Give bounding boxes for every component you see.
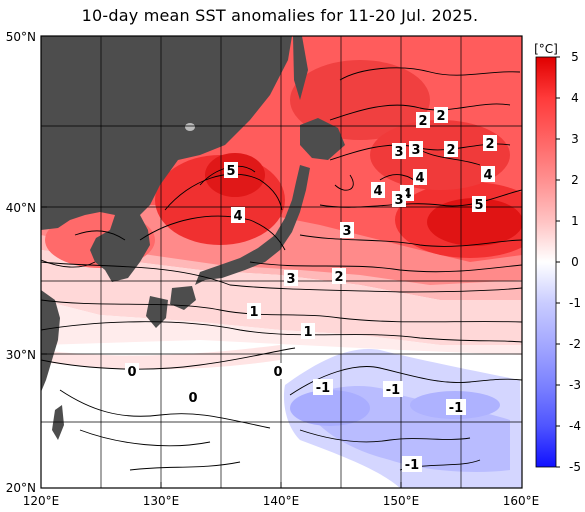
svg-text:0: 0 [273, 365, 282, 380]
contour-label: 2 [332, 268, 346, 285]
contour-label: 3 [409, 141, 423, 158]
contour-label: 5 [472, 196, 486, 213]
svg-text:3: 3 [394, 193, 403, 208]
svg-text:4: 4 [373, 184, 382, 199]
svg-text:1: 1 [249, 305, 258, 320]
colorbar-label: -4 [569, 419, 581, 433]
svg-text:-1: -1 [449, 401, 463, 416]
svg-text:-1: -1 [405, 458, 419, 473]
svg-text:4: 4 [233, 209, 242, 224]
svg-text:3: 3 [342, 224, 351, 239]
contour-label: 4 [413, 169, 427, 186]
contour-label: 3 [284, 270, 298, 287]
lon-label-130: 130°E [143, 494, 180, 508]
lat-label-20: 20°N [6, 481, 36, 495]
contour-label: 5 [224, 162, 238, 179]
colorbar-label: 5 [571, 50, 579, 64]
colorbar-label: 2 [571, 173, 579, 187]
svg-text:0: 0 [188, 391, 197, 406]
lon-label-120: 120°E [23, 494, 60, 508]
lat-label-40: 40°N [6, 201, 36, 215]
contour-label: -1 [383, 381, 403, 398]
lon-label-160: 160°E [503, 494, 540, 508]
colorbar-label: 0 [571, 255, 579, 269]
contour-label: 4 [371, 182, 385, 199]
svg-text:4: 4 [483, 168, 492, 183]
colorbar-gradient [535, 56, 557, 468]
contour-label: 2 [434, 107, 448, 124]
colorbar-label: 3 [571, 132, 579, 146]
contour-label: 1 [247, 303, 261, 320]
contour-label: 4 [481, 166, 495, 183]
svg-text:3: 3 [286, 272, 295, 287]
contour-value-labels: 5 4 2 2 3 3 2 2 4 4 4 4 3 5 3 3 2 1 1 0 … [125, 107, 497, 473]
frame-ticks [41, 35, 402, 488]
land [41, 36, 345, 440]
contour-label: 2 [444, 141, 458, 158]
lon-label-150: 150°E [383, 494, 420, 508]
contour-label: 0 [271, 363, 285, 380]
svg-text:3: 3 [411, 143, 420, 158]
contour-label: -1 [446, 399, 466, 416]
contour-label: 4 [231, 207, 245, 224]
colorbar-label: 4 [571, 91, 579, 105]
contour-label: -1 [313, 379, 333, 396]
colorbar: [°C] 5 4 3 2 1 0 -1 -2 -3 -4 -5 [534, 42, 581, 474]
svg-text:3: 3 [394, 145, 403, 160]
contour-label: 0 [186, 389, 200, 406]
contour-label: 3 [392, 143, 406, 160]
svg-text:-1: -1 [386, 383, 400, 398]
svg-text:2: 2 [446, 143, 455, 158]
lat-label-30: 30°N [6, 348, 36, 362]
contour-label: 3 [340, 222, 354, 239]
svg-text:-1: -1 [316, 381, 330, 396]
map-title: 10-day mean SST anomalies for 11-20 Jul.… [81, 6, 479, 25]
svg-text:1: 1 [303, 325, 312, 340]
colorbar-unit: [°C] [534, 42, 558, 56]
contour-label: 2 [416, 112, 430, 129]
svg-text:2: 2 [436, 109, 445, 124]
colorbar-label: 1 [571, 214, 579, 228]
svg-text:4: 4 [415, 171, 424, 186]
svg-text:5: 5 [226, 164, 235, 179]
contour-label: 3 [392, 191, 406, 208]
colorbar-label: -3 [569, 378, 581, 392]
svg-text:4: 4 [402, 187, 411, 202]
colorbar-label: -2 [569, 337, 581, 351]
svg-text:5: 5 [474, 198, 483, 213]
longitude-labels: 120°E 130°E 140°E 150°E 160°E [23, 494, 540, 508]
colorbar-labels: 5 4 3 2 1 0 -1 -2 -3 -4 -5 [556, 50, 581, 474]
svg-text:2: 2 [334, 270, 343, 285]
svg-text:2: 2 [418, 114, 427, 129]
latitude-labels: 50°N 40°N 30°N 20°N [6, 30, 36, 495]
contour-label: 1 [301, 323, 315, 340]
contour-label: -1 [402, 456, 422, 473]
contour-label: 2 [483, 135, 497, 152]
svg-text:2: 2 [485, 137, 494, 152]
lon-label-140: 140°E [263, 494, 300, 508]
svg-text:0: 0 [127, 365, 136, 380]
lat-label-50: 50°N [6, 30, 36, 44]
colorbar-label: -1 [569, 296, 581, 310]
contour-label: 0 [125, 363, 139, 380]
colorbar-label: -5 [569, 460, 581, 474]
